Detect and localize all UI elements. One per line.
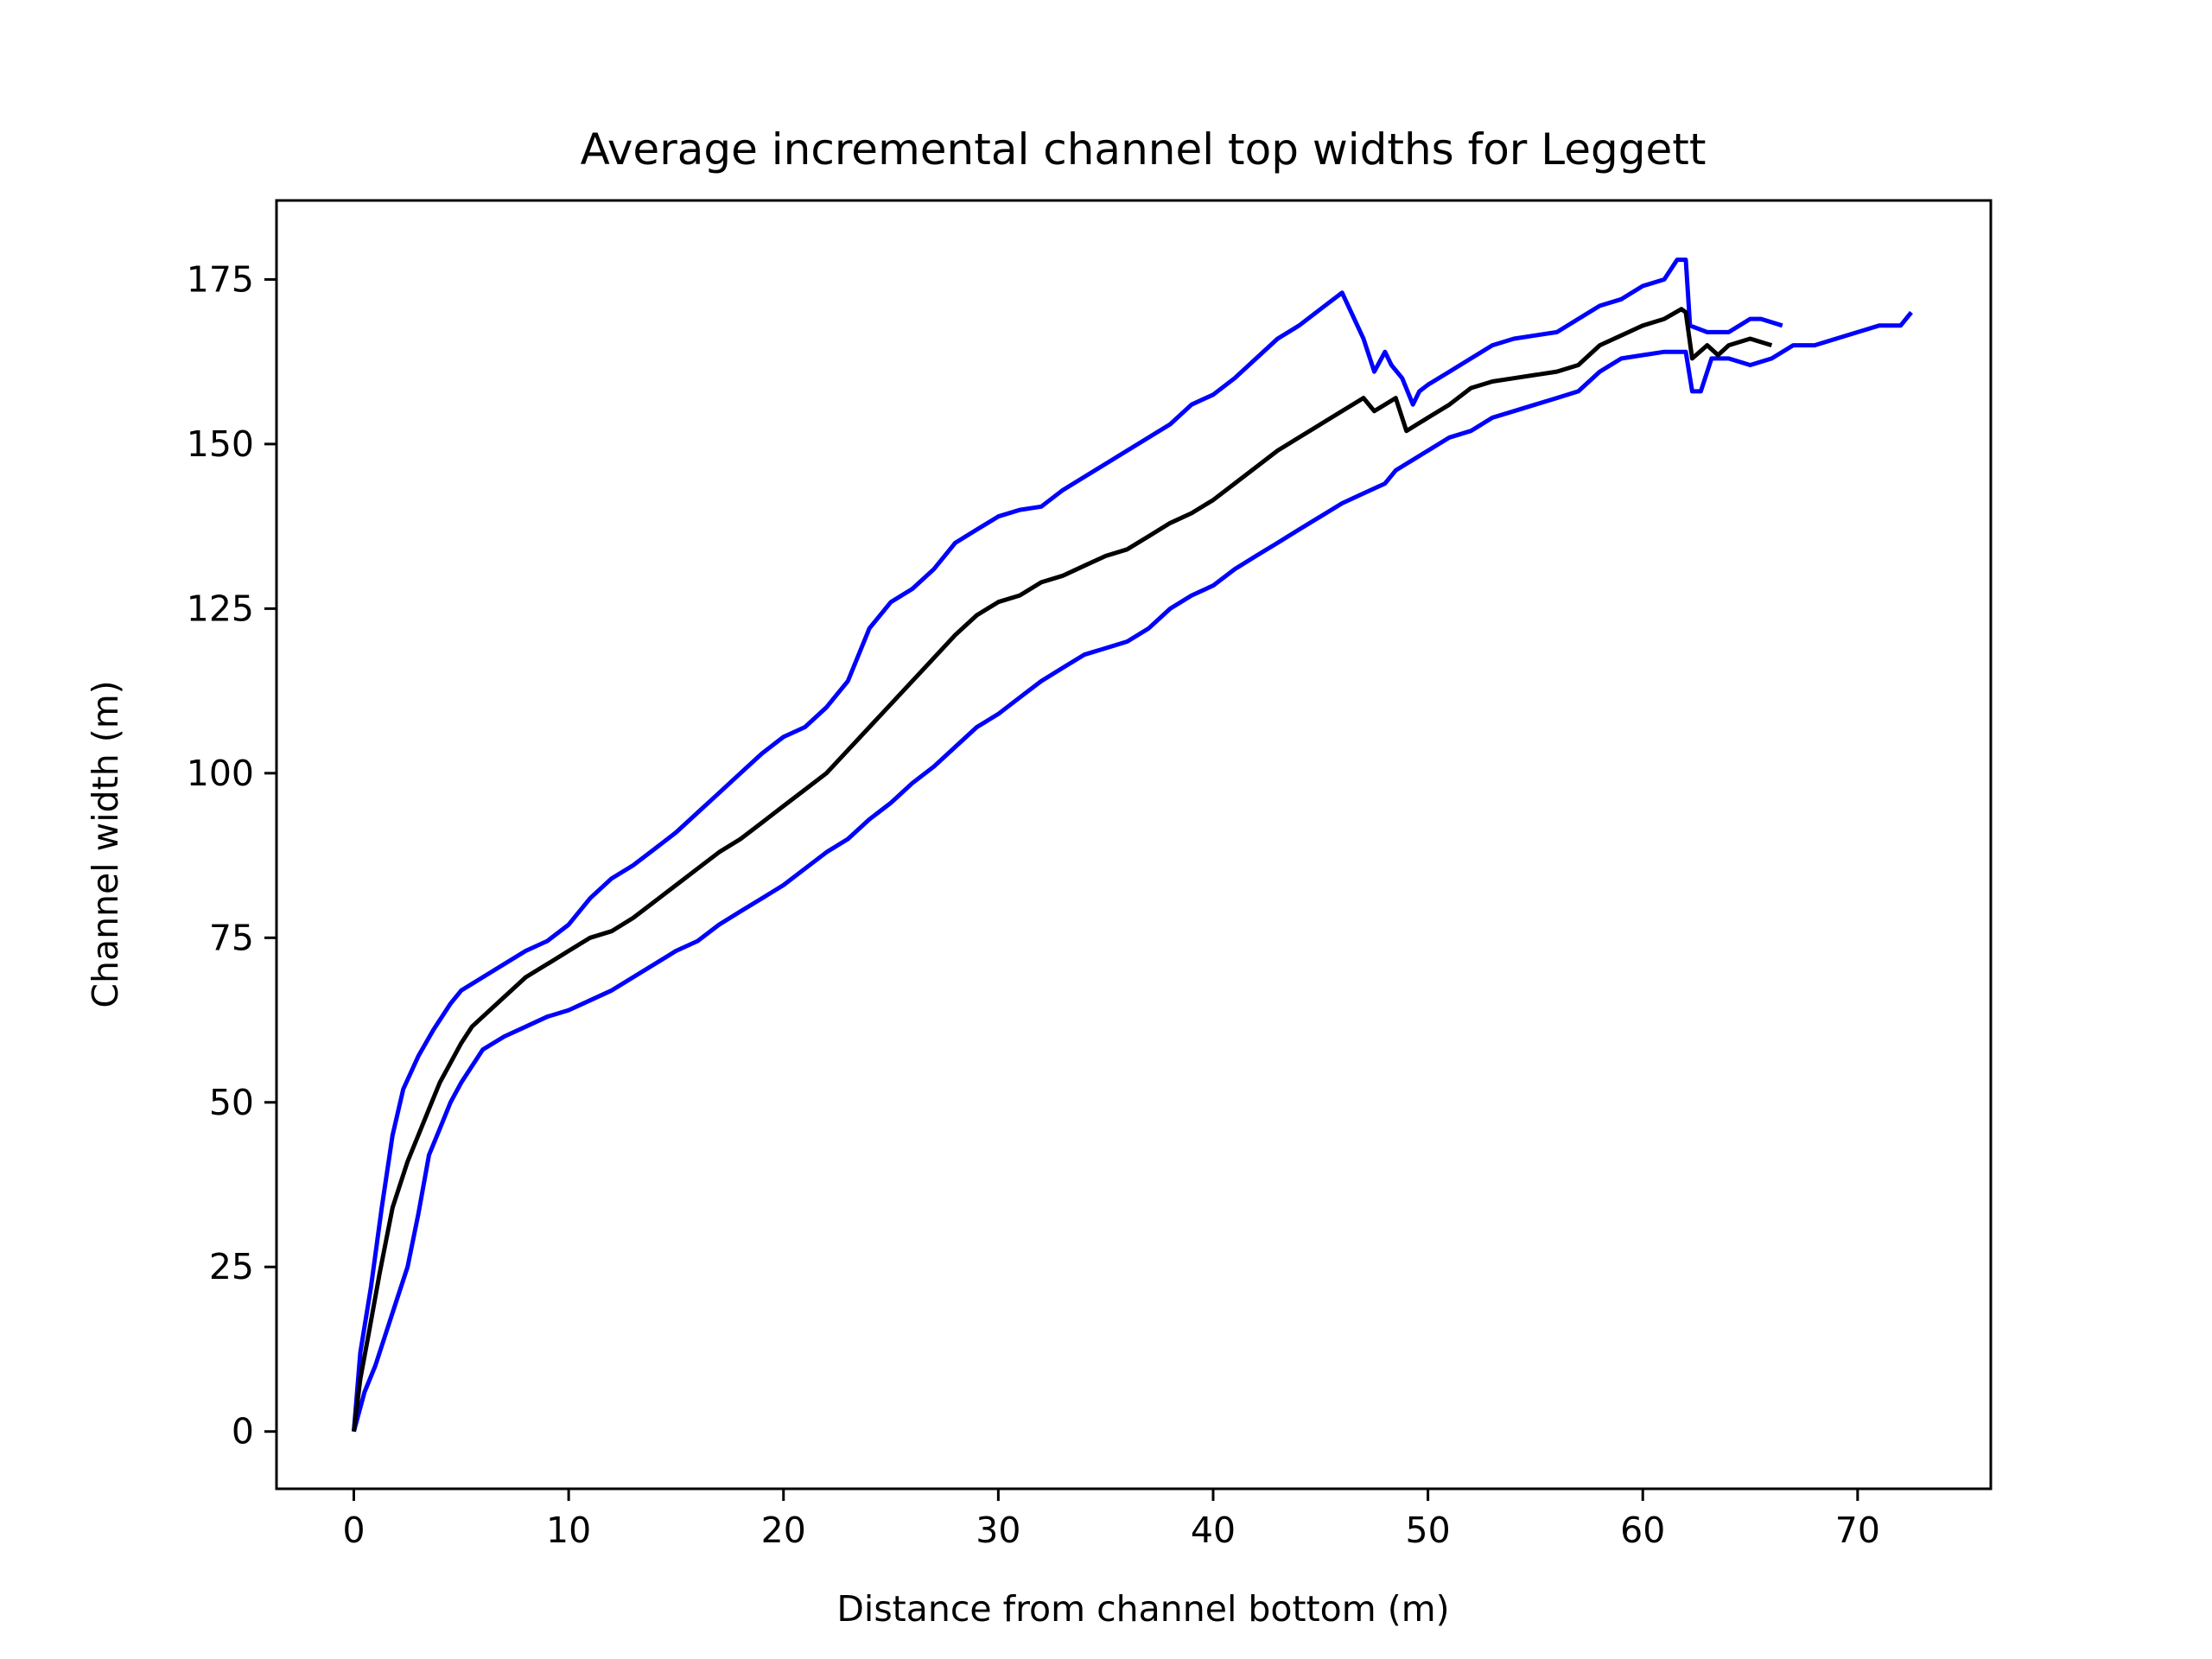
chart-title: Average incremental channel top widths f… [581, 124, 1707, 175]
y-tick-label: 0 [232, 1411, 254, 1452]
y-tick-label: 25 [209, 1246, 254, 1287]
y-tick-label: 175 [187, 258, 254, 300]
y-tick-label: 125 [187, 588, 254, 629]
y-axis: 0 25 50 75 100 125 150 175 [187, 258, 276, 1452]
series-line-1 [352, 257, 1783, 1432]
plot-background [276, 200, 1991, 1489]
y-tick-label: 75 [209, 917, 254, 958]
x-tick-label: 10 [546, 1510, 591, 1551]
y-tick-label: 50 [209, 1082, 254, 1123]
series-line-3 [352, 307, 1773, 1433]
x-tick-label: 50 [1406, 1510, 1451, 1551]
y-tick-label: 150 [187, 423, 254, 465]
x-tick-label: 30 [976, 1510, 1020, 1551]
x-tick-label: 20 [761, 1510, 806, 1551]
x-tick-label: 40 [1191, 1510, 1236, 1551]
series-layer [352, 257, 1913, 1433]
plot-frame [275, 199, 1993, 1491]
x-axis-label: Distance from channel bottom (m) [836, 1588, 1449, 1630]
y-axis-label: Channel width (m) [85, 680, 126, 1007]
x-tick-label: 70 [1835, 1510, 1880, 1551]
plot-area [275, 199, 1993, 1491]
y-tick-label: 100 [187, 753, 254, 794]
x-tick-label: 0 [342, 1510, 365, 1551]
series-line-2 [352, 310, 1913, 1433]
x-axis: 0 10 20 30 40 50 60 70 [342, 1489, 1880, 1551]
x-tick-label: 60 [1620, 1510, 1665, 1551]
